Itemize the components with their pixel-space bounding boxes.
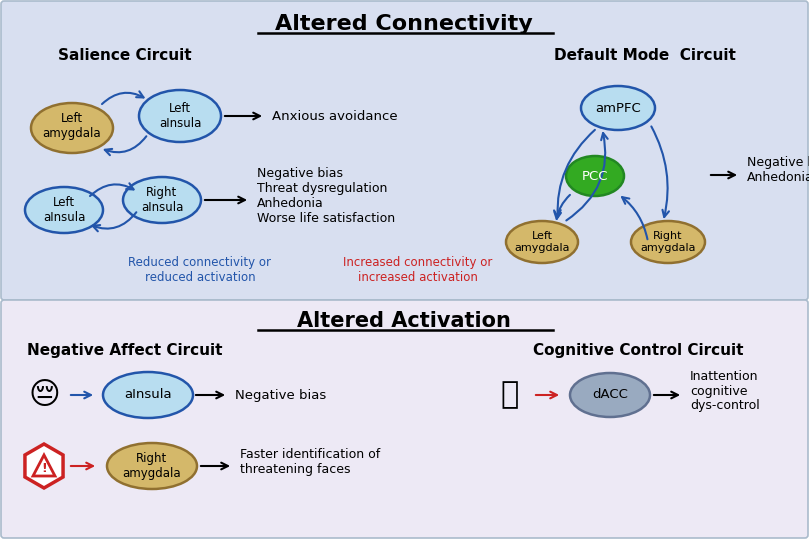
Ellipse shape [139, 90, 221, 142]
Text: amPFC: amPFC [595, 101, 641, 114]
Text: Negative bias
Anhedonia: Negative bias Anhedonia [747, 156, 809, 184]
Text: 😔: 😔 [28, 381, 60, 410]
Text: Negative bias
Threat dysregulation
Anhedonia
Worse life satisfaction: Negative bias Threat dysregulation Anhed… [257, 167, 395, 225]
Text: PCC: PCC [582, 169, 608, 183]
Text: 🤔: 🤔 [501, 381, 519, 410]
Ellipse shape [25, 187, 103, 233]
Text: Left
amygdala: Left amygdala [43, 112, 101, 140]
Text: Left
aInsula: Left aInsula [159, 102, 201, 130]
Ellipse shape [103, 372, 193, 418]
Text: Default Mode  Circuit: Default Mode Circuit [554, 49, 736, 64]
Text: Right
aInsula: Right aInsula [141, 186, 183, 214]
Text: Cognitive Control Circuit: Cognitive Control Circuit [533, 342, 743, 357]
Text: Faster identification of
threatening faces: Faster identification of threatening fac… [240, 448, 380, 476]
Text: Right
amygdala: Right amygdala [640, 231, 696, 253]
Text: Altered Connectivity: Altered Connectivity [275, 14, 533, 34]
Ellipse shape [566, 156, 624, 196]
Text: Salience Circuit: Salience Circuit [58, 49, 192, 64]
Polygon shape [25, 444, 63, 488]
Text: Inattention
cognitive
dys-control: Inattention cognitive dys-control [690, 370, 760, 412]
Ellipse shape [506, 221, 578, 263]
Ellipse shape [123, 177, 201, 223]
Text: Increased connectivity or
increased activation: Increased connectivity or increased acti… [343, 256, 493, 284]
Text: Anxious avoidance: Anxious avoidance [272, 109, 398, 122]
Text: Left
aInsula: Left aInsula [43, 196, 85, 224]
Polygon shape [33, 455, 55, 476]
Text: Negative bias: Negative bias [235, 389, 326, 402]
Ellipse shape [570, 373, 650, 417]
Text: !: ! [41, 462, 47, 475]
Ellipse shape [581, 86, 655, 130]
Text: dACC: dACC [592, 389, 628, 402]
Text: Left
amygdala: Left amygdala [515, 231, 570, 253]
Text: aInsula: aInsula [125, 389, 172, 402]
FancyBboxPatch shape [1, 300, 808, 538]
Text: Altered Activation: Altered Activation [297, 311, 511, 331]
Text: Reduced connectivity or
reduced activation: Reduced connectivity or reduced activati… [129, 256, 272, 284]
Text: Right
amygdala: Right amygdala [123, 452, 181, 480]
Ellipse shape [107, 443, 197, 489]
Ellipse shape [631, 221, 705, 263]
Text: Negative Affect Circuit: Negative Affect Circuit [28, 342, 222, 357]
FancyBboxPatch shape [1, 1, 808, 300]
Ellipse shape [31, 103, 113, 153]
